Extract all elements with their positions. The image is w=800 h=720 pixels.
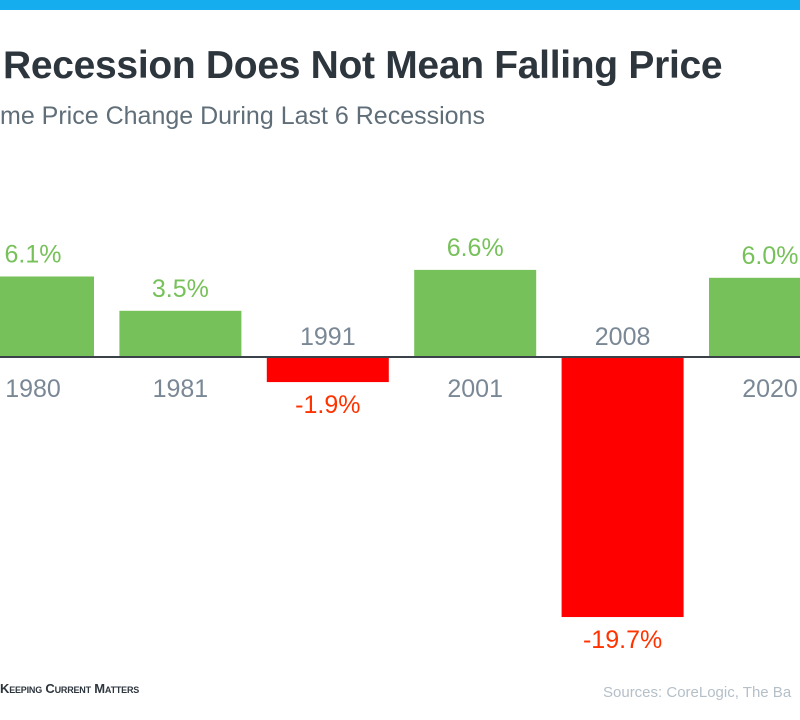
category-label-1981: 1981 <box>153 375 209 403</box>
category-label-1980: 1980 <box>5 375 61 403</box>
bar-2001 <box>414 269 537 357</box>
data-label-2001: 6.6% <box>447 234 504 262</box>
category-label-2008: 2008 <box>595 323 651 351</box>
category-label-1991: 1991 <box>300 323 356 351</box>
bar-2020 <box>709 277 800 357</box>
bar-1980 <box>0 276 94 357</box>
data-label-2020: 6.0% <box>742 242 799 270</box>
category-label-2020: 2020 <box>742 375 798 403</box>
top-accent-bar <box>0 0 800 10</box>
bar-1981 <box>119 310 242 357</box>
chart-title: Recession Does Not Mean Falling Price <box>3 44 723 87</box>
category-label-2001: 2001 <box>447 375 503 403</box>
data-label-1981: 3.5% <box>152 275 209 303</box>
bar-2008 <box>561 357 684 618</box>
data-label-1980: 6.1% <box>5 240 62 268</box>
chart-subtitle: me Price Change During Last 6 Recessions <box>0 102 485 130</box>
bar-1991 <box>266 357 389 383</box>
brand-logo: Keeping Current Matters <box>0 681 140 696</box>
sources-note: Sources: CoreLogic, The Ba <box>603 684 792 701</box>
data-label-1991: -1.9% <box>295 391 360 419</box>
data-label-2008: -19.7% <box>583 626 662 654</box>
